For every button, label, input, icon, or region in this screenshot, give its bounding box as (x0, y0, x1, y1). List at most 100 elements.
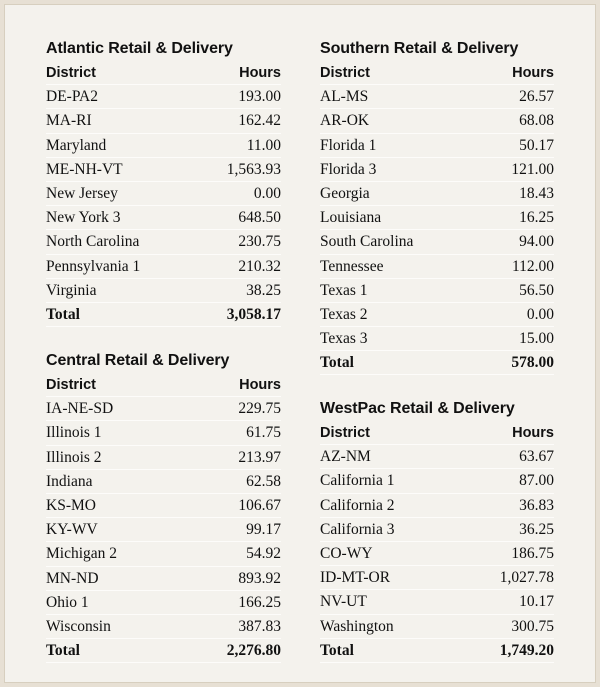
table-row: DE-PA2 193.00 (46, 85, 281, 110)
region-block-westpac: WestPac Retail & Delivery District Hours AZ… (320, 397, 554, 663)
hours-value: 56.50 (519, 281, 554, 299)
table-row: NV-UT 10.17 (320, 590, 554, 615)
table-row: Illinois 1 61.75 (46, 421, 281, 446)
district-name: ID-MT-OR (320, 569, 391, 587)
hours-value: 186.75 (511, 544, 554, 562)
table-row: Texas 2 0.00 (320, 303, 554, 328)
hours-value: 166.25 (238, 593, 281, 611)
district-column-header: District (46, 65, 96, 81)
table-row: Maryland 11.00 (46, 134, 281, 158)
hours-value: 387.83 (238, 617, 281, 635)
table-row: ME-NH-VT 1,563.93 (46, 158, 281, 182)
district-name: Tennessee (320, 257, 384, 275)
district-name: CO-WY (320, 544, 373, 562)
hours-value: 68.08 (519, 112, 554, 130)
district-name: Illinois 2 (46, 448, 102, 466)
table-row: AL-MS 26.57 (320, 85, 554, 110)
region-title: Southern Retail & Delivery (320, 40, 519, 57)
total-row: Total 578.00 (320, 351, 554, 376)
table-row: California 1 87.00 (320, 469, 554, 494)
table-row: AZ-NM 63.67 (320, 445, 554, 470)
total-label: Total (320, 354, 354, 372)
hours-value: 36.83 (519, 496, 554, 514)
table-row: California 2 36.83 (320, 494, 554, 518)
district-name: KS-MO (46, 496, 96, 514)
table-row: KS-MO 106.67 (46, 494, 281, 519)
table-row: Louisiana 16.25 (320, 206, 554, 231)
district-name: Texas 1 (320, 281, 368, 299)
table-row: Texas 3 15.00 (320, 327, 554, 352)
district-name: Michigan 2 (46, 545, 118, 563)
total-hours: 2,276.80 (226, 642, 281, 660)
table-row: CO-WY 186.75 (320, 542, 554, 567)
total-row: Total 2,276.80 (46, 639, 281, 664)
table-row: California 3 36.25 (320, 518, 554, 542)
table-row: Wisconsin 387.83 (46, 615, 281, 640)
hours-column-header: Hours (512, 65, 554, 81)
table-row: South Carolina 94.00 (320, 230, 554, 255)
district-name: New Jersey (46, 184, 118, 202)
district-name: California 1 (320, 472, 395, 490)
hours-value: 300.75 (511, 617, 554, 635)
hours-value: 62.58 (246, 472, 281, 490)
hours-value: 38.25 (246, 281, 281, 299)
table-row: New Jersey 0.00 (46, 182, 281, 207)
table-row: Texas 1 56.50 (320, 279, 554, 303)
district-name: Texas 2 (320, 305, 368, 323)
table-row: IA-NE-SD 229.75 (46, 397, 281, 422)
hours-value: 229.75 (238, 400, 281, 418)
hours-value: 0.00 (253, 184, 281, 202)
table-row: Ohio 1 166.25 (46, 591, 281, 615)
table-row: Washington 300.75 (320, 615, 554, 639)
table-row: Florida 1 50.17 (320, 134, 554, 158)
total-row: Total 3,058.17 (46, 303, 281, 328)
district-name: ME-NH-VT (46, 160, 123, 178)
district-name: MN-ND (46, 569, 99, 587)
hours-value: 87.00 (519, 472, 554, 490)
column-header-row: District Hours (320, 61, 554, 86)
table-row: Pennsylvania 1 210.32 (46, 255, 281, 279)
table-row: MN-ND 893.92 (46, 567, 281, 591)
district-name: California 3 (320, 520, 395, 538)
hours-value: 1,563.93 (226, 160, 281, 178)
hours-value: 121.00 (511, 160, 554, 178)
region-title: Atlantic Retail & Delivery (46, 40, 233, 57)
total-hours: 3,058.17 (226, 305, 281, 323)
table-row: New York 3 648.50 (46, 206, 281, 231)
hours-panel: Atlantic Retail & Delivery District Hours D… (4, 4, 596, 683)
hours-value: 0.00 (526, 305, 554, 323)
district-name: Illinois 1 (46, 424, 102, 442)
hours-value: 162.42 (238, 112, 281, 130)
hours-value: 893.92 (238, 569, 281, 587)
district-name: Florida 1 (320, 136, 377, 154)
district-name: Florida 3 (320, 160, 377, 178)
column-header-row: District Hours (46, 61, 281, 86)
district-column-header: District (320, 65, 370, 81)
district-column-header: District (46, 377, 96, 393)
district-name: IA-NE-SD (46, 400, 114, 418)
region-title: WestPac Retail & Delivery (320, 400, 515, 417)
table-row: North Carolina 230.75 (46, 230, 281, 255)
district-name: New York 3 (46, 209, 121, 227)
table-row: Florida 3 121.00 (320, 158, 554, 182)
district-name: Ohio 1 (46, 593, 89, 611)
hours-value: 94.00 (519, 233, 554, 251)
district-name: Indiana (46, 472, 93, 490)
table-row: Indiana 62.58 (46, 470, 281, 494)
hours-value: 106.67 (238, 496, 281, 514)
district-name: NV-UT (320, 593, 367, 611)
hours-value: 36.25 (519, 520, 554, 538)
hours-value: 10.17 (519, 593, 554, 611)
region-title: Central Retail & Delivery (46, 352, 230, 369)
district-name: Washington (320, 617, 394, 635)
district-name: AR-OK (320, 112, 370, 130)
district-column-header: District (320, 425, 370, 441)
district-name: Texas 3 (320, 330, 368, 348)
hours-value: 18.43 (519, 184, 554, 202)
table-row: ID-MT-OR 1,027.78 (320, 566, 554, 591)
table-row: Tennessee 112.00 (320, 255, 554, 279)
total-hours: 578.00 (511, 354, 554, 372)
total-label: Total (46, 642, 80, 660)
hours-value: 99.17 (246, 521, 281, 539)
hours-value: 1,027.78 (499, 569, 554, 587)
